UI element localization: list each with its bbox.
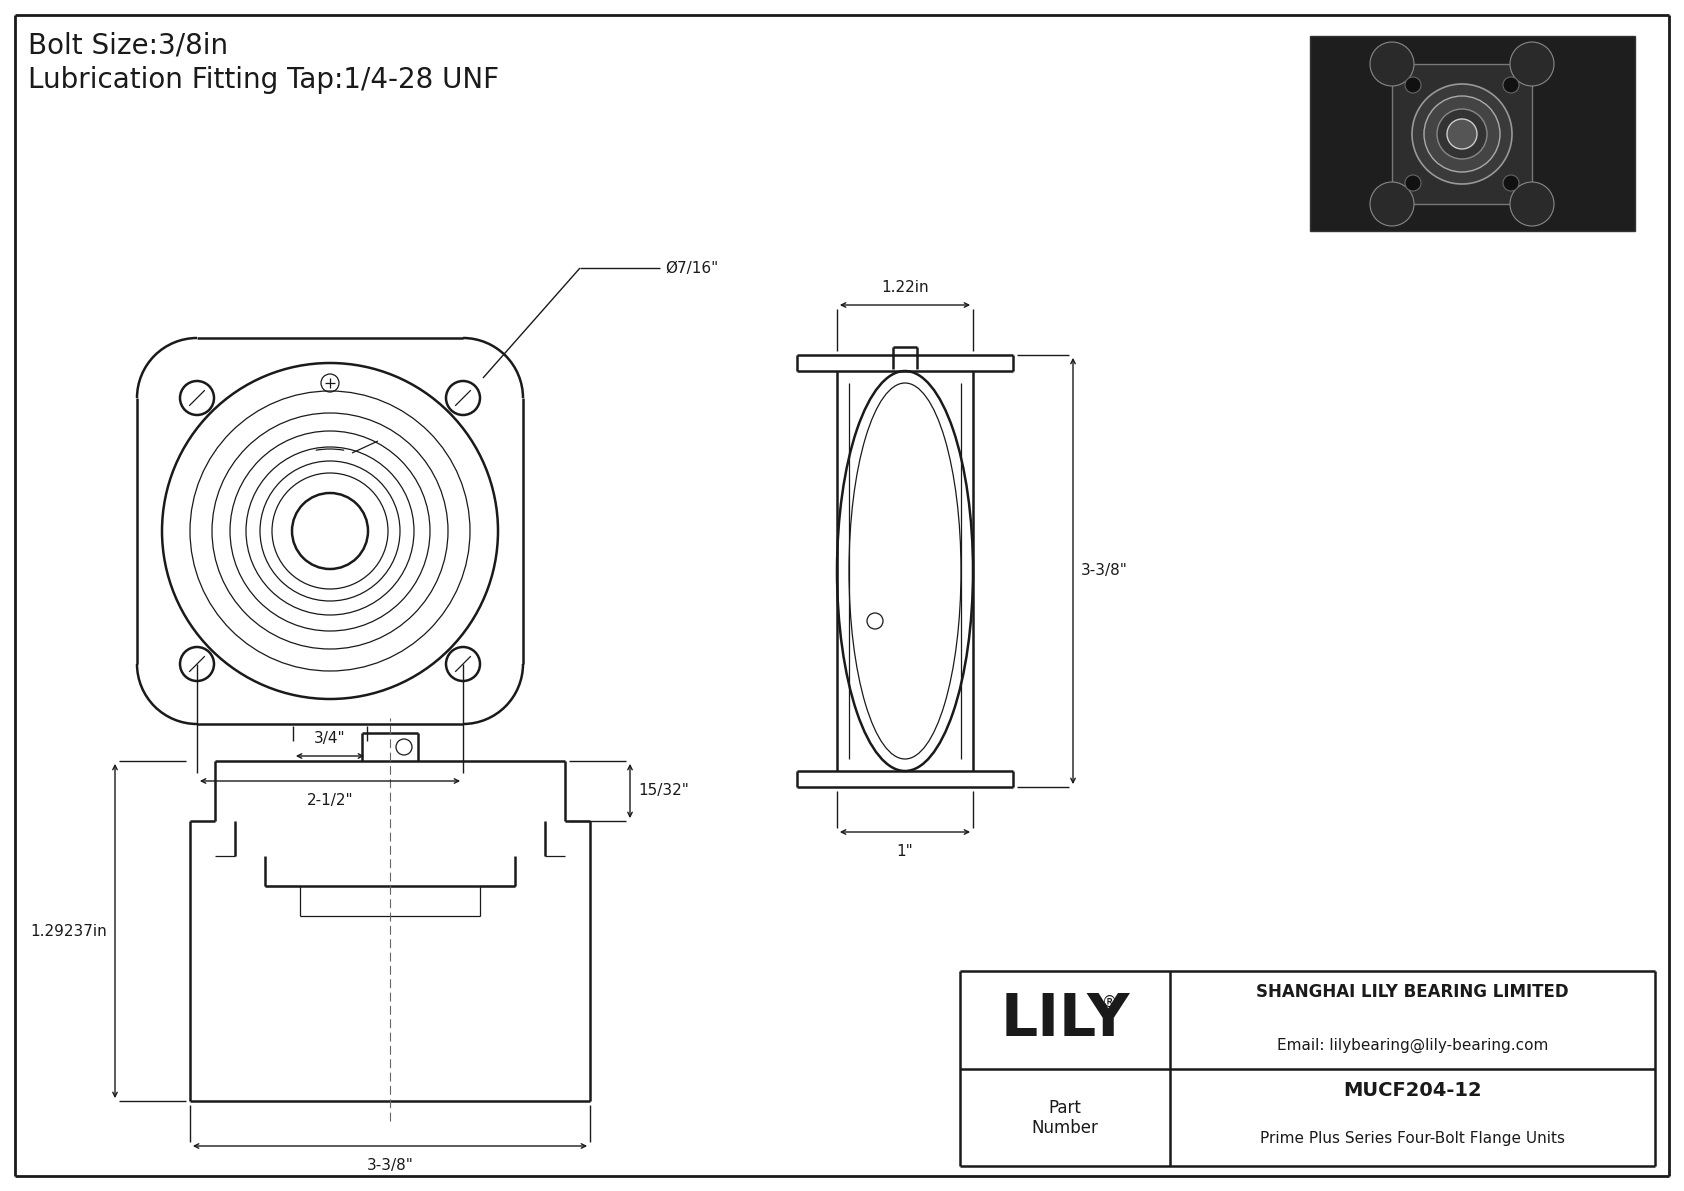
Bar	[1310, 36, 1635, 231]
Circle shape	[1511, 42, 1554, 86]
Circle shape	[1447, 119, 1477, 149]
Circle shape	[1436, 110, 1487, 160]
Text: ®: ®	[1101, 994, 1116, 1010]
Text: SHANGHAI LILY BEARING LIMITED: SHANGHAI LILY BEARING LIMITED	[1256, 983, 1569, 1000]
Circle shape	[1371, 182, 1415, 226]
Circle shape	[1504, 77, 1519, 93]
Text: Part
Number: Part Number	[1032, 1098, 1098, 1137]
Circle shape	[1404, 175, 1421, 191]
Text: 1.22in: 1.22in	[881, 280, 930, 295]
Text: LILY: LILY	[1000, 991, 1130, 1048]
Text: Email: lilybearing@lily-bearing.com: Email: lilybearing@lily-bearing.com	[1276, 1037, 1548, 1053]
Text: 15/32": 15/32"	[638, 784, 689, 798]
Text: 1": 1"	[896, 844, 913, 859]
Circle shape	[1511, 182, 1554, 226]
Bar	[1393, 64, 1532, 204]
Text: Ø7/16": Ø7/16"	[665, 261, 719, 275]
Text: Bolt Size:3/8in: Bolt Size:3/8in	[29, 31, 227, 60]
Text: Prime Plus Series Four-Bolt Flange Units: Prime Plus Series Four-Bolt Flange Units	[1260, 1130, 1564, 1146]
Text: 2-1/2": 2-1/2"	[306, 793, 354, 807]
Text: Lubrication Fitting Tap:1/4-28 UNF: Lubrication Fitting Tap:1/4-28 UNF	[29, 66, 498, 94]
Text: 3/4": 3/4"	[315, 731, 345, 746]
Circle shape	[1425, 96, 1500, 172]
Text: MUCF204-12: MUCF204-12	[1344, 1081, 1482, 1100]
Text: 1.29237in: 1.29237in	[30, 923, 108, 939]
Text: 3-3/8": 3-3/8"	[367, 1158, 414, 1173]
Circle shape	[1504, 175, 1519, 191]
Text: 3-3/8": 3-3/8"	[1081, 563, 1128, 579]
Circle shape	[1404, 77, 1421, 93]
Circle shape	[1371, 42, 1415, 86]
Circle shape	[1411, 85, 1512, 183]
Bar	[1310, 36, 1635, 231]
